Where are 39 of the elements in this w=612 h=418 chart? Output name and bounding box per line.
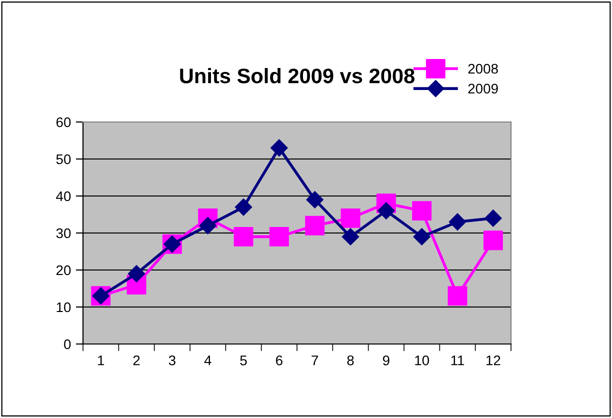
x-tick-label: 10 [415, 355, 430, 366]
point [412, 201, 432, 221]
x-tick-label: 7 [312, 356, 318, 366]
chart-title: Units Sold 2009 vs 2008 [180, 68, 414, 84]
point [306, 191, 324, 208]
y-tick-label: 20 [56, 265, 71, 276]
point [484, 210, 502, 227]
legend-label: 2009 [468, 84, 498, 94]
point [342, 228, 360, 246]
x-tick-label: 3 [168, 355, 176, 366]
y-tick-label: 30 [56, 228, 71, 238]
point [483, 230, 503, 250]
point [378, 202, 395, 220]
point [234, 198, 252, 216]
x-tick-label: 9 [382, 355, 390, 366]
y-tick-label: 60 [56, 117, 71, 128]
x-tick-label: 5 [240, 356, 247, 366]
point [269, 226, 289, 246]
x-tick-label: 11 [451, 356, 464, 366]
y-tick-label: 50 [56, 154, 71, 164]
x-tick-label: 1 [98, 356, 104, 366]
point [305, 216, 325, 236]
y-tick-label: 0 [64, 339, 71, 350]
y-tick-label: 40 [56, 191, 71, 202]
x-tick-label: 12 [486, 355, 500, 366]
x-tick-label: 4 [204, 356, 212, 366]
point [234, 226, 254, 246]
point [340, 208, 360, 228]
point [448, 286, 468, 306]
x-tick-label: 2 [133, 355, 140, 366]
x-tick-label: 6 [276, 355, 282, 366]
point [199, 217, 216, 234]
point [448, 213, 466, 230]
legend-label: 2008 [468, 64, 498, 74]
point [413, 228, 430, 246]
x-tick-label: 8 [347, 355, 354, 366]
point [128, 265, 146, 282]
y-tick-label: 10 [56, 302, 71, 312]
point [270, 139, 288, 156]
